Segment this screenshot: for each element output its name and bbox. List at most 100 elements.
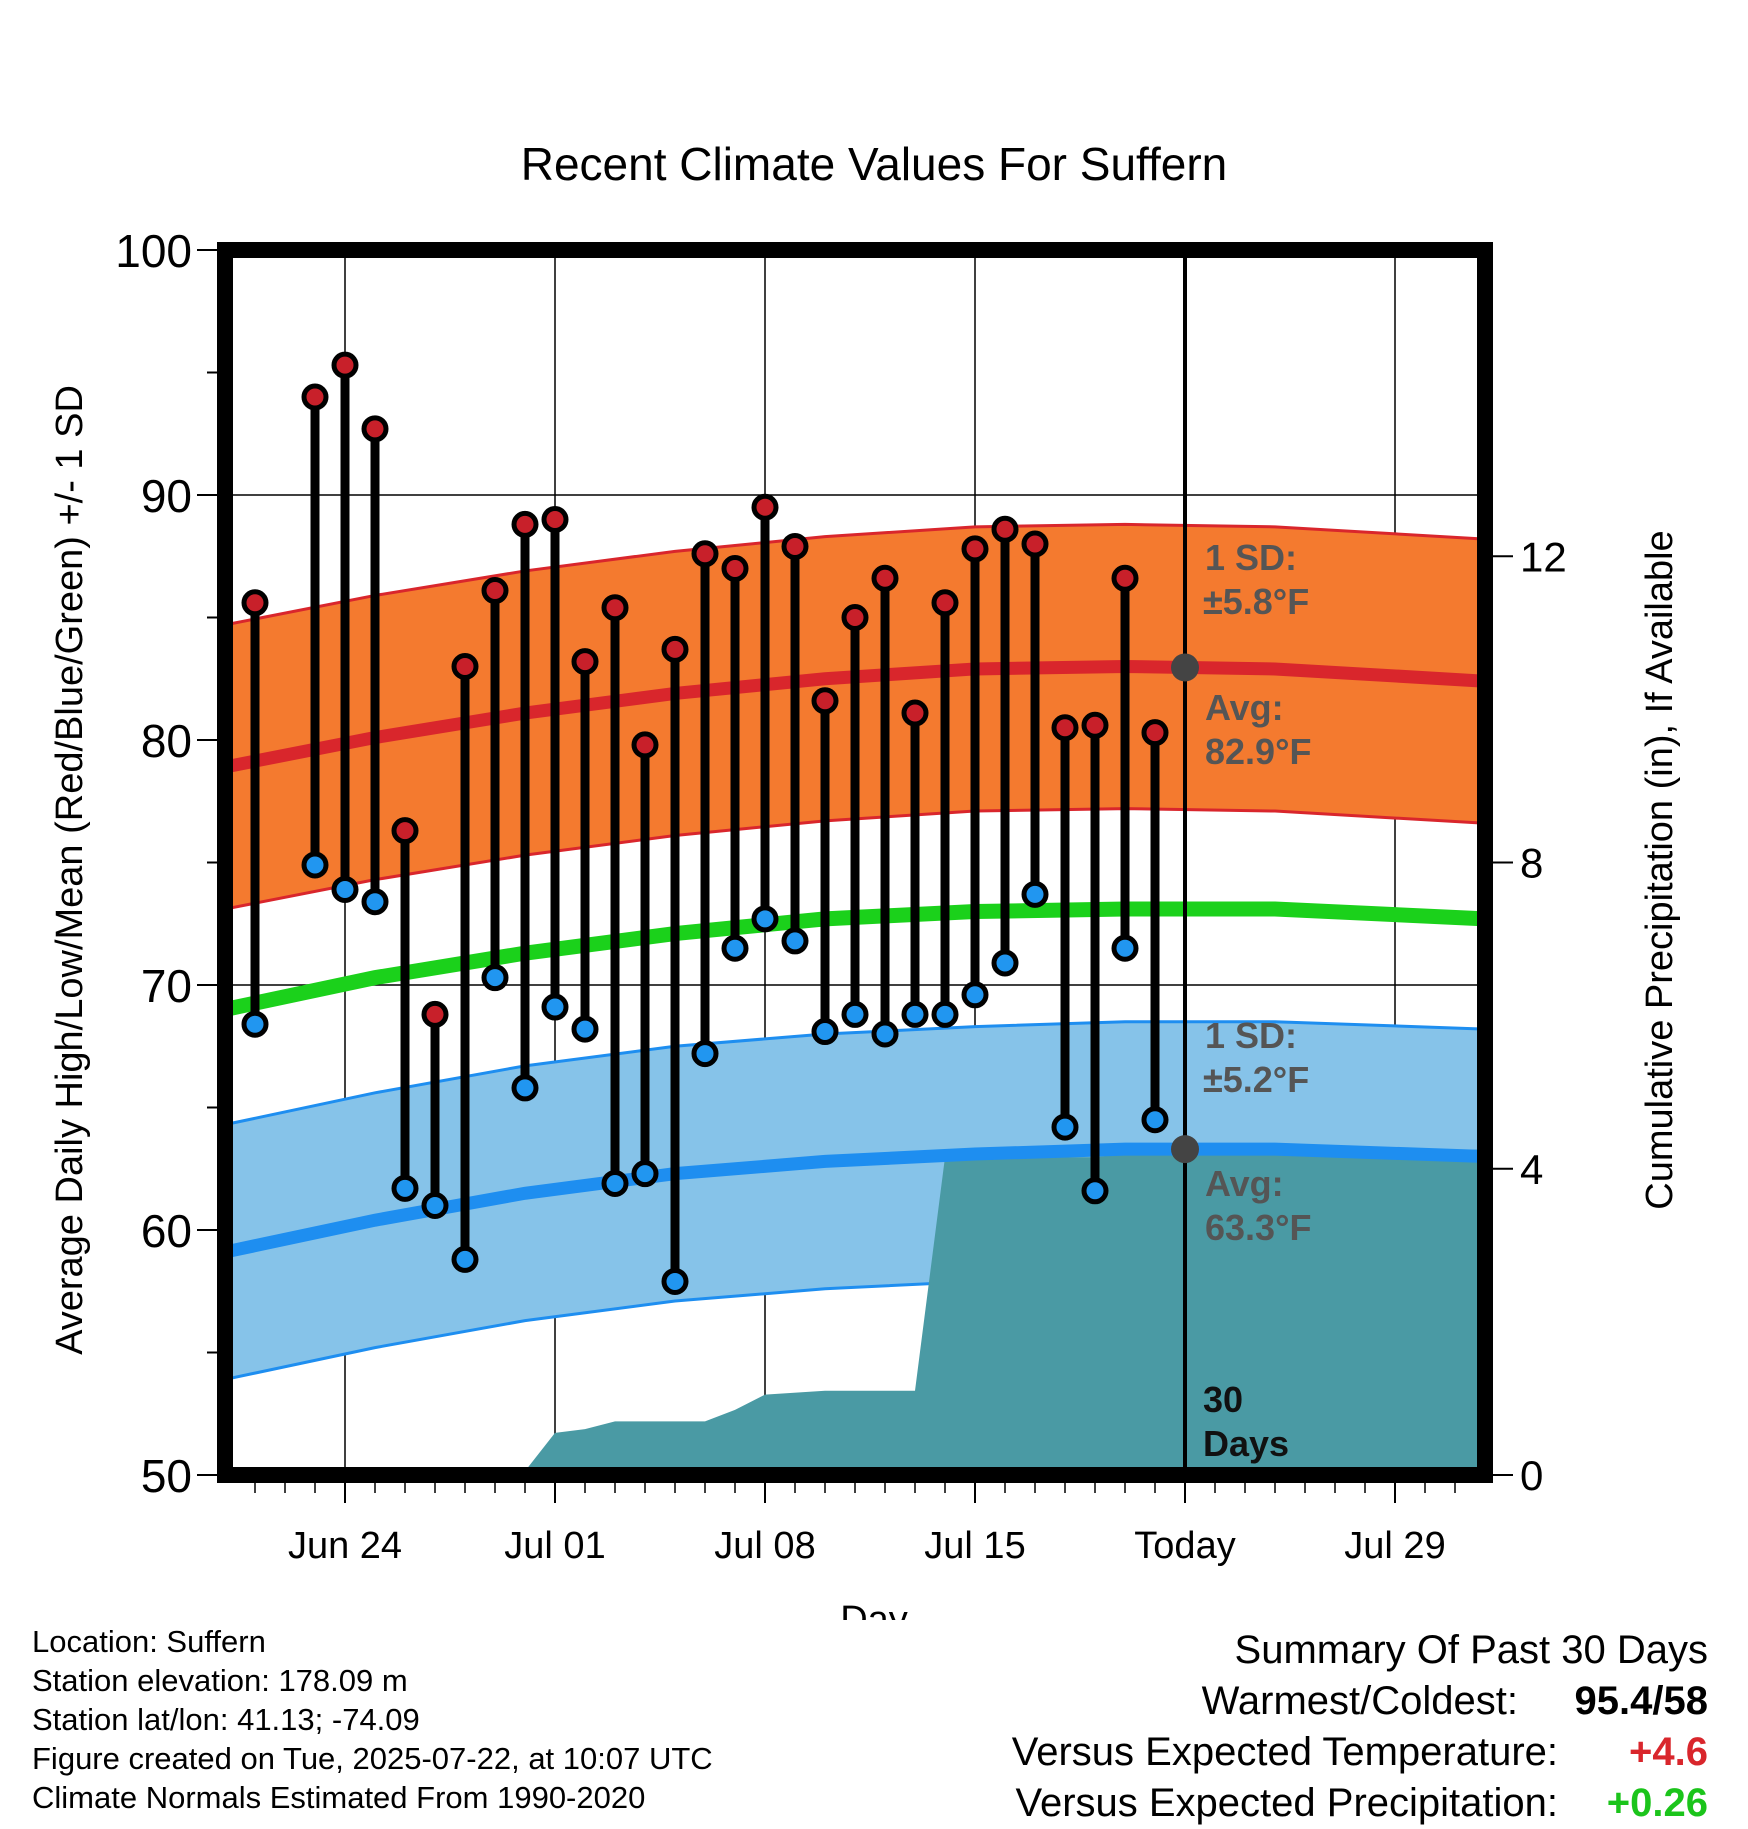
low-temp-point: [421, 1192, 449, 1219]
plot-frame: [217, 242, 1493, 1483]
y-tick-label: 100: [115, 225, 192, 277]
low-temp-point: [331, 875, 359, 903]
low-sd-value: ±5.2°F: [1203, 1059, 1309, 1100]
high-temp-point: [691, 540, 719, 568]
high-temp-point: [931, 589, 959, 617]
high-temp-point: [781, 532, 809, 560]
precip-value: +0.26: [1606, 1781, 1708, 1825]
y-tick-label: 70: [141, 960, 192, 1012]
y-tick-label: 50: [141, 1450, 192, 1502]
today-line: [1171, 250, 1199, 1475]
x-tick-label: Today: [1134, 1525, 1235, 1567]
low-temp-point: [541, 993, 569, 1021]
annotations: 1 SD: ±5.8°F Avg: 82.9°F 1 SD: ±5.2°F Av…: [1203, 537, 1311, 1464]
y-tick-label: 60: [141, 1205, 192, 1257]
climate-chart: Recent Climate Values For Suffern 50 60 70…: [49, 138, 1681, 1620]
high-sd-label: 1 SD:: [1205, 537, 1297, 578]
y2-tick-label: 12: [1520, 533, 1567, 580]
low-temp-point: [1111, 934, 1139, 962]
high-temp-point: [391, 817, 419, 845]
daily-range-stems: [250, 365, 1160, 1282]
high-temp-point: [1021, 530, 1049, 558]
high-temp-point: [1051, 714, 1079, 742]
warm-cold-value: 95.4/58: [1574, 1679, 1708, 1723]
low-temp-point: [631, 1160, 659, 1188]
chart-title: Recent Climate Values For Suffern: [521, 138, 1228, 190]
y2-tick-label: 4: [1520, 1146, 1543, 1193]
low-temp-point: [991, 949, 1019, 977]
daily-points: [241, 351, 1169, 1295]
high-temp-point: [631, 731, 659, 759]
low-temp-point: [301, 851, 329, 879]
high-temp-point: [991, 515, 1019, 543]
low-temp-point: [481, 964, 509, 992]
low-temp-point: [661, 1267, 689, 1295]
low-temp-point: [511, 1074, 539, 1102]
temp-value: +4.6: [1629, 1730, 1708, 1774]
low-temp-point: [1141, 1106, 1169, 1134]
high-average-line: [223, 659, 1486, 774]
low-sd-band: [225, 1021, 1485, 1380]
high-temp-point: [331, 351, 359, 379]
created-text: Figure created on Tue, 2025-07-22, at 10…: [32, 1741, 713, 1776]
station-info: Location: Suffern Station elevation: 178…: [32, 1622, 713, 1817]
plot-border: [217, 242, 1493, 1483]
high-temp-point: [661, 635, 689, 663]
x-axis-label: Day: [840, 1599, 908, 1620]
y2-tick-label: 8: [1520, 840, 1543, 887]
high-temp-point: [901, 699, 929, 727]
y-axis-label-right: Cumulative Precipitation (in), If Availa…: [1639, 530, 1681, 1209]
summary-title: Summary Of Past 30 Days: [1234, 1628, 1708, 1672]
high-temp-point: [511, 510, 539, 538]
high-temp-point: [751, 493, 779, 521]
low-sd-label: 1 SD:: [1205, 1015, 1297, 1056]
high-temp-point: [421, 1000, 449, 1028]
high-temp-point: [811, 687, 839, 715]
low-temp-point: [811, 1018, 839, 1046]
low-avg-value: 63.3°F: [1205, 1207, 1311, 1248]
window-label-days: Days: [1203, 1423, 1289, 1464]
cumulative-precip-area: [225, 1149, 1485, 1475]
high-temp-point: [961, 535, 989, 563]
low-temp-point: [391, 1174, 419, 1202]
low-avg-label: Avg:: [1205, 1163, 1284, 1204]
y-tick-label: 80: [141, 715, 192, 767]
low-temp-point: [241, 1010, 269, 1038]
low-temp-point: [571, 1015, 599, 1043]
high-temp-point: [721, 555, 749, 582]
high-temp-point: [241, 589, 269, 617]
today-high-avg-marker: [1171, 653, 1199, 682]
axis-ticks: 50 60 70 80 90 100 0 4 8 12 Jun 24 Jul 01 Jul 08 Jul …: [115, 225, 1566, 1567]
summary-warm-cold: Warmest/Coldest: 95.4/58: [928, 1676, 1708, 1727]
summary-panel: Summary Of Past 30 Days Warmest/Coldest:…: [928, 1625, 1708, 1829]
location-text: Location: Suffern: [32, 1624, 266, 1659]
high-temp-point: [451, 653, 479, 680]
low-temp-point: [601, 1169, 629, 1197]
precipitation-area: [225, 1149, 1485, 1475]
y2-tick-label: 0: [1520, 1452, 1543, 1499]
summary-precipitation: Versus Expected Precipitation: +0.26: [928, 1778, 1708, 1829]
high-temp-point: [1081, 711, 1109, 739]
high-temp-point: [871, 564, 899, 592]
high-temp-point: [841, 604, 869, 631]
low-temp-point: [751, 905, 779, 933]
high-temp-point: [541, 506, 569, 533]
low-temp-point: [901, 1000, 929, 1028]
low-temp-point: [451, 1245, 479, 1273]
today-low-avg-marker: [1171, 1135, 1199, 1164]
x-tick-label: Jul 01: [504, 1525, 605, 1567]
low-temp-point: [931, 1000, 959, 1028]
x-tick-label: Jun 24: [288, 1525, 402, 1567]
elevation-text: Station elevation: 178.09 m: [32, 1663, 408, 1698]
window-label-number: 30: [1203, 1379, 1243, 1420]
low-temp-point: [1021, 880, 1049, 908]
high-avg-value: 82.9°F: [1205, 731, 1311, 772]
high-upper-sd-line: [224, 522, 1486, 627]
x-tick-label: Jul 08: [714, 1525, 815, 1567]
summary-temperature: Versus Expected Temperature: +4.6: [928, 1727, 1708, 1778]
low-temp-point: [1081, 1177, 1109, 1205]
latlon-text: Station lat/lon: 41.13; -74.09: [32, 1702, 420, 1737]
high-temp-point: [481, 577, 509, 605]
high-avg-label: Avg:: [1205, 687, 1284, 728]
high-temp-point: [571, 648, 599, 676]
